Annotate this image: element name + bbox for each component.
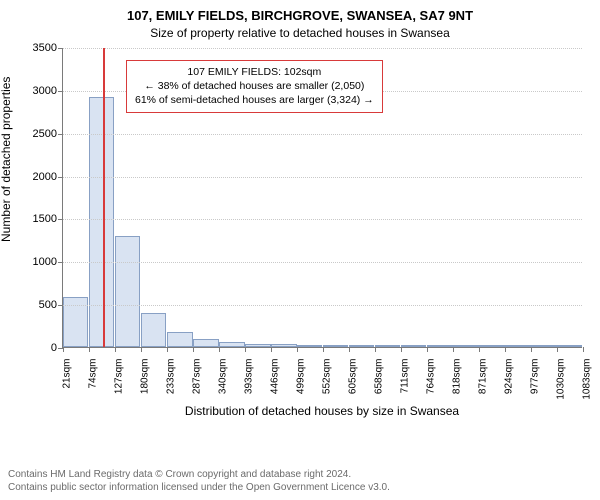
footer-line-2: Contains public sector information licen… [8,482,390,495]
gridline [63,305,582,306]
page-subtitle: Size of property relative to detached ho… [0,23,600,40]
y-tick-mark [58,219,63,220]
x-tick-label: 287sqm [192,359,203,395]
plot-region: 050010001500200025003000350021sqm74sqm12… [62,48,582,348]
y-tick-mark [58,305,63,306]
x-tick-mark [453,347,454,352]
y-tick-label: 500 [39,299,57,311]
y-tick-label: 0 [51,342,57,354]
x-tick-mark [271,347,272,352]
histogram-bar [375,345,400,347]
x-axis-label: Distribution of detached houses by size … [62,404,582,418]
histogram-bar [167,332,193,347]
histogram-bar [505,345,530,347]
x-tick-label: 1083sqm [582,359,593,400]
x-tick-mark [583,347,584,352]
x-tick-label: 233sqm [165,359,176,395]
x-tick-mark [219,347,220,352]
y-tick-mark [58,177,63,178]
x-tick-label: 552sqm [322,359,333,395]
histogram-bar [193,339,218,347]
y-tick-label: 3000 [33,85,57,97]
x-tick-label: 74sqm [87,359,98,389]
gridline [63,48,582,49]
y-tick-mark [58,134,63,135]
x-tick-mark [115,347,116,352]
x-tick-label: 499sqm [296,359,307,395]
x-tick-mark [193,347,194,352]
x-tick-label: 658sqm [373,359,384,395]
x-tick-mark [479,347,480,352]
chart-container: 107, EMILY FIELDS, BIRCHGROVE, SWANSEA, … [0,0,600,500]
x-tick-mark [297,347,298,352]
histogram-bar [219,342,244,347]
x-tick-mark [427,347,428,352]
x-tick-mark [505,347,506,352]
x-tick-mark [89,347,90,352]
x-tick-mark [349,347,350,352]
histogram-bar [427,345,453,347]
x-tick-label: 180sqm [139,359,150,395]
histogram-bar [297,345,322,347]
x-tick-mark [141,347,142,352]
y-tick-label: 1000 [33,256,57,268]
x-tick-mark [63,347,64,352]
x-tick-label: 1030sqm [556,359,567,400]
histogram-bar [141,313,166,347]
gridline [63,219,582,220]
page-title: 107, EMILY FIELDS, BIRCHGROVE, SWANSEA, … [0,0,600,23]
y-tick-label: 2000 [33,171,57,183]
x-tick-mark [557,347,558,352]
histogram-bar [401,345,426,347]
gridline [63,177,582,178]
histogram-bar [271,344,296,347]
y-tick-mark [58,91,63,92]
histogram-bar [479,345,504,347]
target-marker-line [103,48,105,347]
x-tick-mark [167,347,168,352]
x-tick-label: 871sqm [478,359,489,395]
x-tick-label: 340sqm [218,359,229,395]
histogram-bar [323,345,348,347]
y-tick-label: 1500 [33,213,57,225]
info-box-line: ← 38% of detached houses are smaller (2,… [135,79,374,93]
x-tick-label: 818sqm [452,359,463,395]
x-tick-label: 393sqm [244,359,255,395]
y-axis-label: Number of detached properties [0,77,13,242]
info-box-line: 107 EMILY FIELDS: 102sqm [135,65,374,79]
x-tick-label: 605sqm [347,359,358,395]
x-tick-label: 764sqm [425,359,436,395]
histogram-bar [557,345,582,347]
gridline [63,134,582,135]
x-tick-mark [531,347,532,352]
x-tick-mark [245,347,246,352]
histogram-bar [453,345,478,347]
x-tick-label: 977sqm [530,359,541,395]
info-box: 107 EMILY FIELDS: 102sqm← 38% of detache… [126,60,383,113]
x-tick-label: 21sqm [62,359,73,389]
y-tick-mark [58,262,63,263]
histogram-bar [115,236,140,347]
x-tick-label: 711sqm [399,359,410,394]
x-tick-label: 127sqm [113,359,124,395]
x-tick-label: 924sqm [504,359,515,395]
gridline [63,262,582,263]
x-tick-mark [375,347,376,352]
y-tick-mark [58,48,63,49]
info-box-line: 61% of semi-detached houses are larger (… [135,93,374,107]
chart-area: Number of detached properties 0500100015… [0,42,600,442]
footer-attribution: Contains HM Land Registry data © Crown c… [8,469,390,494]
footer-line-1: Contains HM Land Registry data © Crown c… [8,469,390,482]
histogram-bar [245,344,270,347]
histogram-bar [349,345,374,347]
x-tick-label: 446sqm [270,359,281,395]
x-tick-mark [323,347,324,352]
histogram-bar [531,345,556,347]
y-tick-label: 2500 [33,128,57,140]
y-tick-label: 3500 [33,42,57,54]
x-tick-mark [401,347,402,352]
